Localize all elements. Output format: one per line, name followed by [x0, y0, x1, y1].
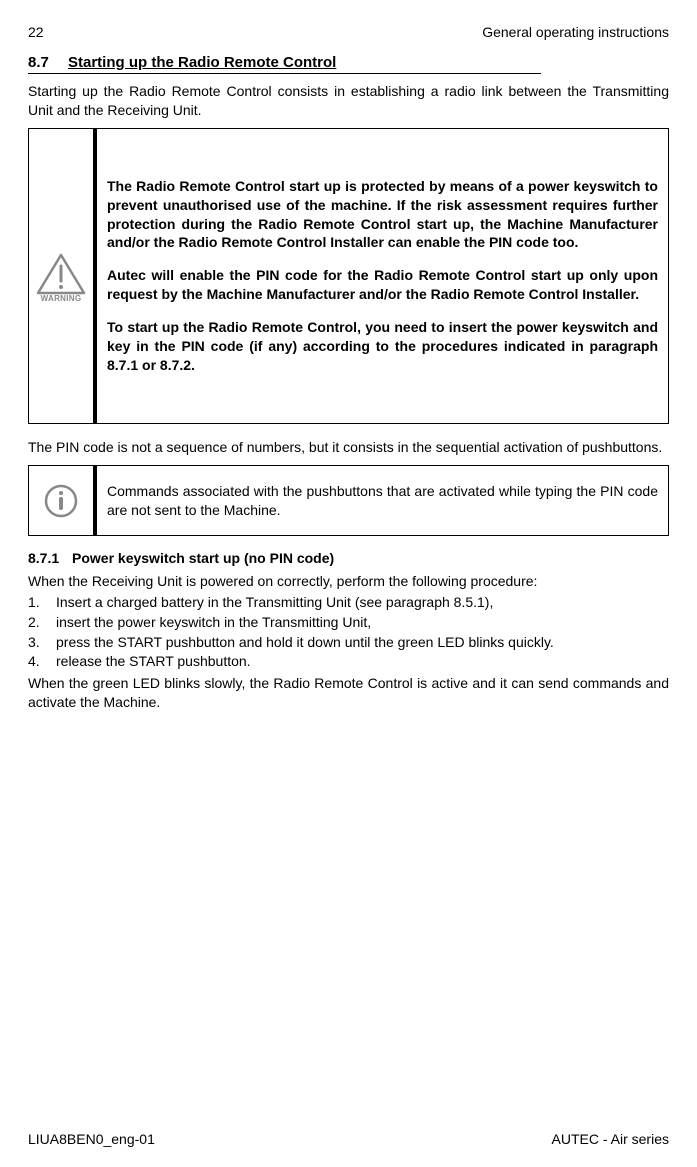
subsection-heading: 8.7.1Power keyswitch start up (no PIN co… [28, 550, 669, 566]
warning-label-text: WARNING [41, 294, 82, 303]
section-heading: 8.7Starting up the Radio Remote Control [28, 54, 541, 71]
after-warning-paragraph: The PIN code is not a sequence of number… [28, 438, 669, 457]
subsection-number: 8.7.1 [28, 550, 72, 566]
section-number: 8.7 [28, 54, 68, 71]
section-title: Starting up the Radio Remote Control [68, 54, 336, 71]
info-text: Commands associated with the pushbuttons… [107, 483, 658, 518]
doc-title: General operating instructions [482, 24, 669, 40]
page-number: 22 [28, 24, 44, 40]
page-footer: LIUA8BEN0_eng-01 AUTEC - Air series [28, 1131, 669, 1147]
sub-intro: When the Receiving Unit is powered on co… [28, 572, 669, 591]
warning-icon: WARNING [29, 129, 97, 423]
info-box: Commands associated with the pushbuttons… [28, 465, 669, 537]
subsection-title: Power keyswitch start up (no PIN code) [72, 550, 334, 566]
intro-paragraph: Starting up the Radio Remote Control con… [28, 82, 669, 120]
warning-body: The Radio Remote Control start up is pro… [97, 129, 668, 423]
footer-right: AUTEC - Air series [552, 1131, 669, 1147]
info-body: Commands associated with the pushbuttons… [97, 466, 668, 536]
list-item: insert the power keyswitch in the Transm… [28, 613, 669, 633]
warning-box: WARNING The Radio Remote Control start u… [28, 128, 669, 424]
list-item: release the START pushbutton. [28, 652, 669, 672]
warning-p1: The Radio Remote Control start up is pro… [107, 177, 658, 253]
steps-list: Insert a charged battery in the Transmit… [28, 593, 669, 671]
page-header: 22 General operating instructions [28, 24, 669, 40]
sub-outro: When the green LED blinks slowly, the Ra… [28, 674, 669, 712]
list-item: press the START pushbutton and hold it d… [28, 633, 669, 653]
footer-left: LIUA8BEN0_eng-01 [28, 1131, 155, 1147]
warning-p2: Autec will enable the PIN code for the R… [107, 266, 658, 304]
info-icon [29, 466, 97, 536]
warning-p3: To start up the Radio Remote Control, yo… [107, 318, 658, 375]
list-item: Insert a charged battery in the Transmit… [28, 593, 669, 613]
section-heading-wrap: 8.7Starting up the Radio Remote Control [28, 54, 541, 74]
